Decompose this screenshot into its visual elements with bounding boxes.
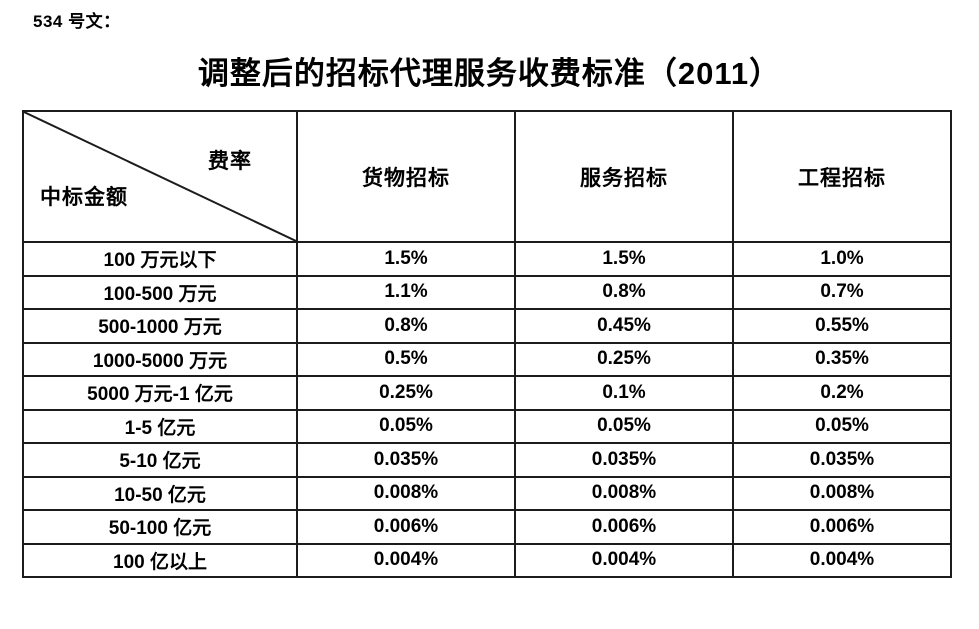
column-header-engineering: 工程招标 (732, 110, 952, 243)
value-cell: 0.035% (296, 442, 516, 478)
row-label: 5-10 亿元 (22, 442, 298, 478)
value-cell: 0.004% (296, 542, 516, 578)
value-cell: 0.2% (732, 375, 952, 411)
row-label: 1000-5000 万元 (22, 341, 298, 377)
table-row: 10-50 亿元 0.008% 0.008% 0.008% (22, 475, 952, 511)
row-label: 100-500 万元 (22, 274, 298, 310)
corner-header-cell: 费率 中标金额 (22, 110, 298, 243)
doc-number-label: 534 号文： (33, 12, 121, 31)
value-cell: 0.25% (514, 341, 734, 377)
value-cell: 0.05% (514, 408, 734, 444)
row-label: 100 万元以下 (22, 241, 298, 277)
column-header-goods: 货物招标 (296, 110, 516, 243)
value-cell: 0.008% (514, 475, 734, 511)
value-cell: 0.35% (732, 341, 952, 377)
row-label: 50-100 亿元 (22, 509, 298, 545)
value-cell: 0.008% (296, 475, 516, 511)
value-cell: 1.0% (732, 241, 952, 277)
value-cell: 0.006% (514, 509, 734, 545)
table-header-row: 费率 中标金额 货物招标 服务招标 工程招标 (22, 110, 952, 243)
value-cell: 0.006% (296, 509, 516, 545)
value-cell: 0.45% (514, 308, 734, 344)
value-cell: 1.5% (296, 241, 516, 277)
table-row: 100 万元以下 1.5% 1.5% 1.0% (22, 241, 952, 277)
value-cell: 0.008% (732, 475, 952, 511)
table-row: 1000-5000 万元 0.5% 0.25% 0.35% (22, 341, 952, 377)
row-label: 10-50 亿元 (22, 475, 298, 511)
table-row: 100 亿以上 0.004% 0.004% 0.004% (22, 542, 952, 578)
value-cell: 1.5% (514, 241, 734, 277)
value-cell: 0.25% (296, 375, 516, 411)
page-title: 调整后的招标代理服务收费标准（2011） (197, 56, 782, 91)
fee-rate-axis-label: 费率 (208, 150, 252, 173)
diagonal-divider-icon (24, 112, 296, 241)
table-row: 5-10 亿元 0.035% 0.035% 0.035% (22, 442, 952, 478)
value-cell: 0.8% (514, 274, 734, 310)
value-cell: 0.05% (732, 408, 952, 444)
column-header-services: 服务招标 (514, 110, 734, 243)
value-cell: 0.035% (514, 442, 734, 478)
value-cell: 0.5% (296, 341, 516, 377)
table-row: 1-5 亿元 0.05% 0.05% 0.05% (22, 408, 952, 444)
row-label: 100 亿以上 (22, 542, 298, 578)
value-cell: 0.8% (296, 308, 516, 344)
bid-amount-axis-label: 中标金额 (40, 186, 128, 209)
row-label: 1-5 亿元 (22, 408, 298, 444)
table-row: 100-500 万元 1.1% 0.8% 0.7% (22, 274, 952, 310)
table-row: 5000 万元-1 亿元 0.25% 0.1% 0.2% (22, 375, 952, 411)
value-cell: 0.7% (732, 274, 952, 310)
row-label: 500-1000 万元 (22, 308, 298, 344)
value-cell: 0.004% (732, 542, 952, 578)
value-cell: 1.1% (296, 274, 516, 310)
value-cell: 0.1% (514, 375, 734, 411)
table-row: 500-1000 万元 0.8% 0.45% 0.55% (22, 308, 952, 344)
value-cell: 0.55% (732, 308, 952, 344)
value-cell: 0.004% (514, 542, 734, 578)
fee-rate-table: 费率 中标金额 货物招标 服务招标 工程招标 100 万元以下 1.5% 1.5… (22, 110, 952, 578)
row-label: 5000 万元-1 亿元 (22, 375, 298, 411)
table-row: 50-100 亿元 0.006% 0.006% 0.006% (22, 509, 952, 545)
value-cell: 0.05% (296, 408, 516, 444)
value-cell: 0.035% (732, 442, 952, 478)
value-cell: 0.006% (732, 509, 952, 545)
